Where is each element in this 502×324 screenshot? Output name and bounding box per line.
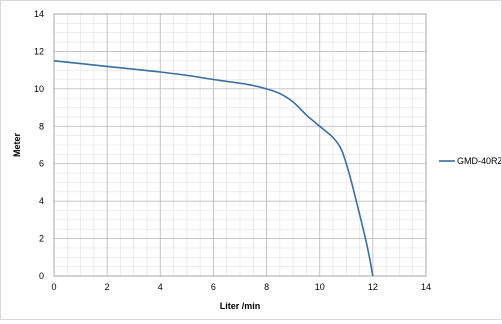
minor-gridlines <box>53 13 427 277</box>
plot-area-border <box>53 13 427 277</box>
y-axis-tick-labels: 0 2 4 6 8 10 12 14 <box>34 9 44 281</box>
x-tick-label: 4 <box>158 282 163 292</box>
series-line-0 <box>53 59 374 277</box>
legend-label: GMD-40RZ <box>457 156 501 166</box>
y-tick-label: 6 <box>39 159 44 169</box>
x-tick-label: 14 <box>421 282 431 292</box>
major-gridlines <box>53 13 427 277</box>
y-tick-label: 4 <box>39 196 44 206</box>
x-tick-label: 10 <box>315 282 325 292</box>
line-chart: 0 2 4 6 8 10 12 14 0 2 4 6 8 10 12 14 Liter /min Meter… <box>12 9 502 311</box>
y-tick-label: 12 <box>34 46 44 56</box>
legend: GMD-40RZ <box>439 156 502 166</box>
y-tick-label: 0 <box>39 271 44 281</box>
x-axis-tick-labels: 0 2 4 6 8 10 12 14 <box>51 282 431 292</box>
y-tick-label: 8 <box>39 121 44 131</box>
y-axis-title: Meter <box>12 133 22 158</box>
y-tick-label: 14 <box>34 9 44 19</box>
x-tick-label: 0 <box>51 282 56 292</box>
x-axis-title: Liter /min <box>220 301 261 311</box>
y-tick-label: 10 <box>34 84 44 94</box>
x-tick-label: 8 <box>264 282 269 292</box>
y-tick-label: 2 <box>39 234 44 244</box>
series-lines <box>53 59 374 277</box>
x-tick-label: 12 <box>368 282 378 292</box>
x-tick-label: 6 <box>211 282 216 292</box>
x-tick-label: 2 <box>105 282 110 292</box>
plot-area-frame <box>53 13 427 277</box>
